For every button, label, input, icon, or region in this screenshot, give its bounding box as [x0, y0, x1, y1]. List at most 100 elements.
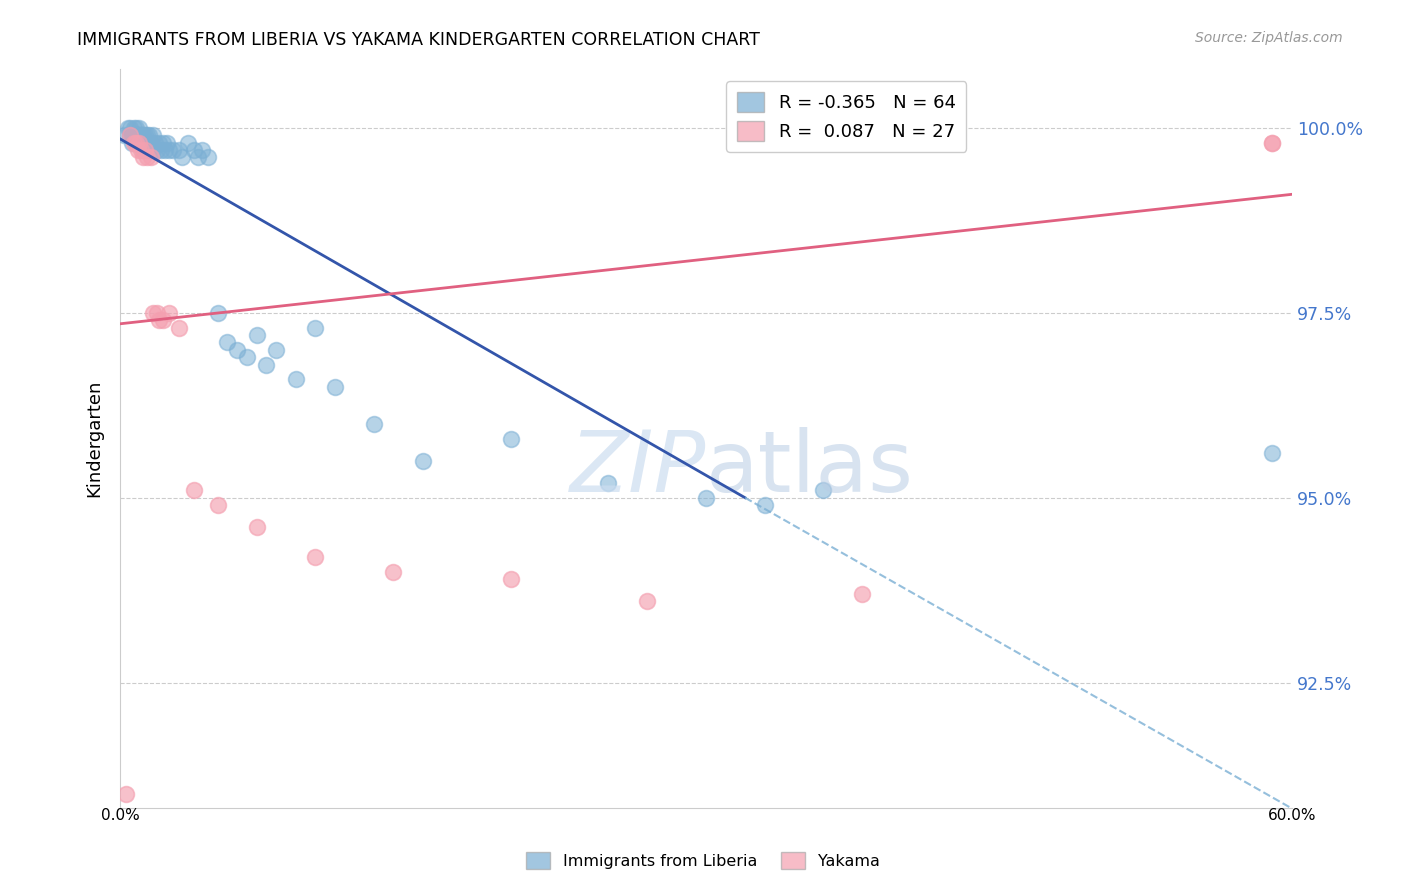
- Point: [124, 136, 146, 150]
- Point: [246, 520, 269, 534]
- Point: [149, 143, 172, 157]
- Point: [136, 128, 159, 142]
- Y-axis label: Kindergarten: Kindergarten: [86, 380, 103, 497]
- Point: [134, 128, 156, 142]
- Point: [695, 491, 717, 505]
- Point: [499, 572, 522, 586]
- Point: [152, 313, 174, 327]
- Point: [128, 136, 150, 150]
- Point: [142, 143, 165, 157]
- Point: [382, 565, 405, 579]
- Point: [143, 136, 166, 150]
- Point: [363, 417, 385, 431]
- Point: [191, 143, 214, 157]
- Point: [156, 136, 179, 150]
- Point: [157, 143, 180, 157]
- Point: [207, 498, 229, 512]
- Legend: Immigrants from Liberia, Yakama: Immigrants from Liberia, Yakama: [520, 846, 886, 875]
- Text: 60.0%: 60.0%: [1268, 808, 1316, 823]
- Point: [142, 306, 165, 320]
- Point: [172, 150, 194, 164]
- Point: [148, 136, 170, 150]
- Point: [122, 120, 145, 135]
- Point: [128, 128, 150, 142]
- Text: atlas: atlas: [706, 426, 914, 509]
- Point: [226, 343, 249, 357]
- Point: [134, 143, 156, 157]
- Point: [636, 594, 658, 608]
- Point: [197, 150, 219, 164]
- Point: [132, 150, 155, 164]
- Point: [136, 143, 159, 157]
- Point: [183, 483, 205, 498]
- Point: [162, 143, 184, 157]
- Point: [157, 306, 180, 320]
- Point: [131, 143, 153, 157]
- Point: [121, 136, 143, 150]
- Point: [131, 136, 153, 150]
- Point: [148, 313, 170, 327]
- Point: [152, 136, 174, 150]
- Point: [499, 432, 522, 446]
- Point: [1261, 136, 1284, 150]
- Point: [138, 143, 160, 157]
- Point: [122, 128, 145, 142]
- Point: [127, 128, 149, 142]
- Point: [304, 320, 326, 334]
- Point: [142, 128, 165, 142]
- Point: [236, 350, 259, 364]
- Point: [124, 128, 146, 142]
- Text: ZIP: ZIP: [569, 426, 706, 509]
- Point: [118, 128, 141, 142]
- Point: [256, 358, 278, 372]
- Point: [246, 327, 269, 342]
- Text: Source: ZipAtlas.com: Source: ZipAtlas.com: [1195, 31, 1343, 45]
- Point: [134, 136, 156, 150]
- Point: [167, 143, 190, 157]
- Legend: R = -0.365   N = 64, R =  0.087   N = 27: R = -0.365 N = 64, R = 0.087 N = 27: [727, 81, 966, 152]
- Point: [127, 136, 149, 150]
- Point: [117, 120, 139, 135]
- Point: [138, 136, 160, 150]
- Text: 0.0%: 0.0%: [101, 808, 139, 823]
- Point: [138, 128, 160, 142]
- Point: [207, 306, 229, 320]
- Point: [132, 143, 155, 157]
- Point: [128, 120, 150, 135]
- Point: [122, 136, 145, 150]
- Point: [124, 136, 146, 150]
- Point: [754, 498, 776, 512]
- Point: [304, 549, 326, 564]
- Point: [146, 306, 169, 320]
- Point: [131, 128, 153, 142]
- Point: [811, 483, 834, 498]
- Point: [146, 143, 169, 157]
- Point: [167, 320, 190, 334]
- Point: [127, 143, 149, 157]
- Point: [118, 120, 141, 135]
- Point: [323, 380, 346, 394]
- Point: [412, 453, 434, 467]
- Point: [598, 475, 620, 490]
- Point: [141, 136, 163, 150]
- Point: [153, 143, 176, 157]
- Point: [183, 143, 205, 157]
- Point: [128, 136, 150, 150]
- Text: IMMIGRANTS FROM LIBERIA VS YAKAMA KINDERGARTEN CORRELATION CHART: IMMIGRANTS FROM LIBERIA VS YAKAMA KINDER…: [77, 31, 761, 49]
- Point: [136, 150, 159, 164]
- Point: [284, 372, 307, 386]
- Point: [141, 150, 163, 164]
- Point: [132, 128, 155, 142]
- Point: [264, 343, 287, 357]
- Point: [112, 128, 135, 142]
- Point: [118, 128, 141, 142]
- Point: [114, 787, 136, 801]
- Point: [177, 136, 200, 150]
- Point: [121, 128, 143, 142]
- Point: [187, 150, 209, 164]
- Point: [851, 587, 873, 601]
- Point: [1261, 446, 1284, 460]
- Point: [217, 335, 239, 350]
- Point: [124, 120, 146, 135]
- Point: [1261, 136, 1284, 150]
